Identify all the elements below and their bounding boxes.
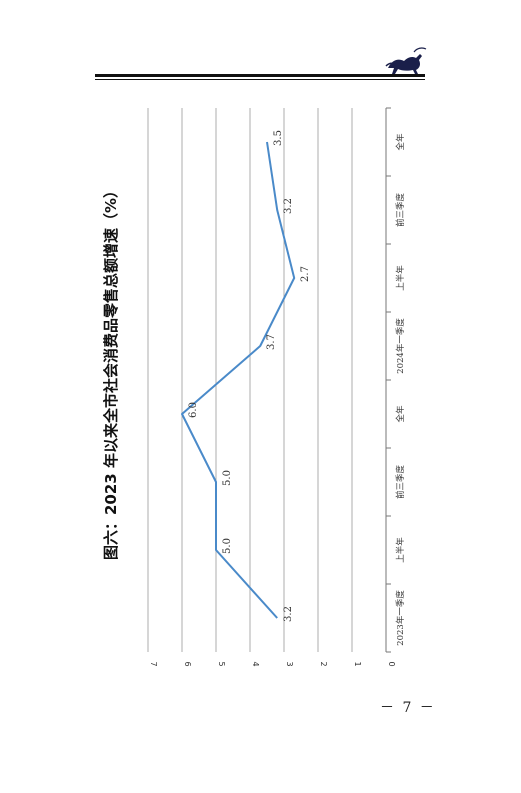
y-tick-label: 5 — [217, 661, 226, 666]
data-label: 5.0 — [222, 538, 233, 554]
y-tick-label: 2 — [319, 661, 328, 666]
category-label: 前三季度 — [395, 193, 406, 228]
y-tick-label: 4 — [251, 661, 260, 666]
y-tick-label: 6 — [183, 661, 192, 666]
data-label: 6.0 — [188, 402, 199, 418]
data-label: 3.7 — [266, 334, 277, 350]
chart-grid — [147, 108, 353, 652]
y-tick-label: 3 — [285, 661, 294, 666]
category-label: 2024年一季度 — [395, 318, 406, 374]
data-label: 3.2 — [283, 198, 294, 214]
chart-labels: 2023年一季度上半年前三季度全年2024年一季度上半年前三季度全年3.25.0… — [188, 130, 406, 646]
category-label: 前三季度 — [395, 465, 406, 500]
header-rule — [95, 74, 425, 77]
chart-axes: 0 1 2 3 4 5 6 7 — [149, 107, 396, 667]
y-tick-label: 1 — [353, 661, 362, 666]
category-label: 上半年 — [395, 537, 406, 563]
category-label: 上半年 — [395, 265, 406, 291]
data-label: 5.0 — [222, 470, 233, 486]
category-label: 全年 — [395, 133, 406, 151]
data-label: 2.7 — [300, 266, 311, 282]
horse-logo-icon — [385, 47, 427, 74]
y-tick-label: 7 — [149, 661, 158, 666]
data-label: 3.2 — [283, 606, 294, 622]
header-rule-thin — [95, 79, 425, 80]
page-number: － 7 － — [380, 700, 436, 716]
category-label: 全年 — [395, 405, 406, 423]
series-line — [181, 141, 296, 619]
y-tick-label: 0 — [387, 661, 396, 666]
category-label: 2023年一季度 — [395, 590, 406, 646]
chart-series — [181, 141, 296, 619]
data-label: 3.5 — [273, 130, 284, 146]
